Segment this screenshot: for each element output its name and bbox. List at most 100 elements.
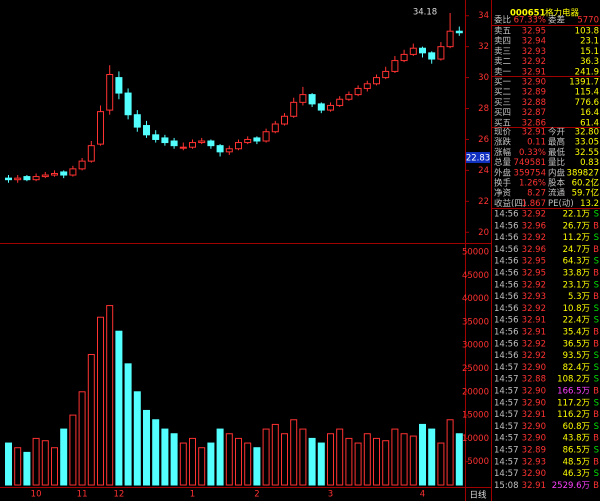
vol-tick-label: 15000 [462,411,489,421]
tick-volume: 86.5万 [563,446,590,456]
candle-body [345,94,353,100]
quote-volume: 15.1 [580,47,599,57]
quote-price: 32.92 [522,57,546,67]
quote-label: 卖一 [494,67,512,77]
volume-bar [115,330,123,486]
tick-price: 32.96 [522,245,546,255]
quote-volume: 23.1 [580,37,599,47]
tick-price: 32.90 [522,387,546,397]
vol-tick-label: 20000 [462,387,489,397]
tick-time: 14:57 [494,469,519,479]
tick-side: B [593,292,599,302]
y-tick-label: 28 [478,104,489,114]
tick-side: S [594,375,599,385]
candle-body [400,53,408,62]
quote-volume: 103.8 [575,27,599,37]
candle-body [327,104,334,111]
quote-price: 32.86 [522,118,546,128]
tick-price: 32.90 [522,434,546,444]
volume-bar [409,435,417,486]
quote-label: 买三 [494,98,511,108]
tick-time: 14:56 [494,292,519,302]
stat-label: 今开 [548,127,566,138]
stat-value: 8.27 [527,189,546,199]
volume-bar [106,305,114,486]
quote-volume: 36.3 [580,57,599,67]
tick-time: 14:57 [494,434,519,444]
tick-side: S [594,398,599,408]
tick-side: B [593,387,599,397]
label: 委比 [494,15,511,26]
volume-bar [400,433,408,486]
volume-bar [345,437,353,486]
candle-body [189,142,196,148]
volume-bar [281,433,288,486]
stat-label: 换手 [494,178,512,189]
candle-body [69,168,77,176]
candle-body [87,145,95,162]
candle-body [23,176,31,181]
tick-time: 14:56 [494,351,519,361]
volume-bar [189,437,196,486]
tick-volume: 35.4万 [563,328,590,338]
x-tick-label: 12 [113,490,124,500]
tick-price: 32.92 [522,210,546,220]
candle-body [78,160,86,170]
tick-time: 14:56 [494,328,519,338]
tick-time: 15:08 [494,481,519,491]
candle-body [170,140,178,147]
cursor-box [466,152,490,163]
tick-side: S [594,304,599,314]
quote-volume: 61.4 [580,118,599,128]
volume-bar [152,419,160,486]
stat-value: 0.11 [527,138,546,148]
stat-label: 股本 [548,178,566,189]
volume-bar [235,437,242,486]
volume-bar [32,437,40,486]
candle-body [198,140,206,144]
cursor-label: 22.83 [466,154,490,164]
volume-bar [78,391,86,486]
volume-bar [373,437,380,486]
stat-label: 收益(四) [494,198,526,209]
volume-bar [143,409,150,486]
tick-time: 14:56 [494,233,519,243]
quote-volume: 776.6 [575,98,599,108]
y-tick-label: 32 [478,42,489,52]
vol-tick-label: 30000 [462,341,489,351]
tick-volume: 22.4万 [563,316,590,326]
candle-body [419,47,426,54]
tick-time: 14:57 [494,398,519,408]
tick-side: S [594,422,599,432]
stat-label: 外盘 [494,167,512,178]
quote-price: 32.90 [522,78,546,88]
quote-price: 32.89 [522,88,546,98]
tick-side: S [594,233,599,243]
tick-time: 14:56 [494,257,519,267]
candle-body [299,94,307,103]
candle-body [32,176,40,181]
tick-volume: 11.2万 [563,233,590,243]
tick-side: S [594,446,599,456]
volume-bar [170,433,178,486]
candle-body [455,30,463,34]
candle-body [115,77,123,94]
candle-body [225,148,233,153]
candle-body [354,87,362,96]
tick-volume: 116.2万 [557,410,590,420]
tick-volume: 82.4万 [563,363,590,373]
candle-body [281,115,288,125]
volume-bar [363,433,371,486]
stat-label: 量比 [548,157,565,168]
x-tick-label: 1 [190,490,195,500]
tick-side: B [593,339,599,349]
quote-label: 买四 [494,108,511,118]
candle-body [244,138,252,144]
high-label: 34.18 [413,8,437,18]
tick-price: 32.91 [522,316,546,326]
quote-price: 32.93 [522,47,546,57]
tick-volume: 26.7万 [563,221,590,231]
tick-volume: 64.3万 [563,257,590,267]
volume-bar [455,433,463,486]
quote-label: 卖二 [494,57,512,67]
